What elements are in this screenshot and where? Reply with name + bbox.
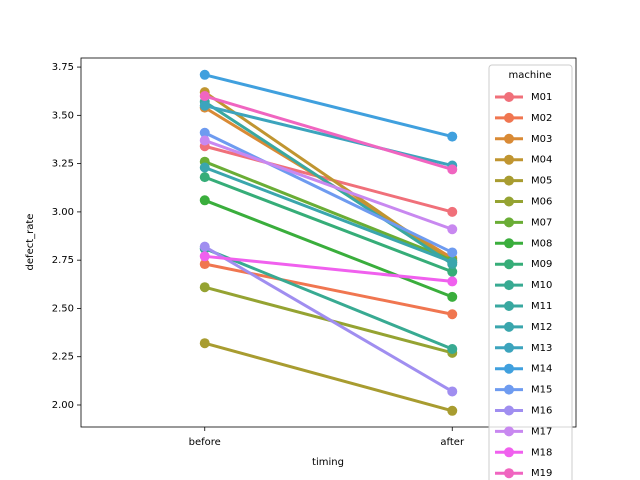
point [447, 343, 458, 354]
series-line [204, 131, 453, 254]
point [447, 291, 458, 302]
point [447, 386, 458, 397]
x-axis-label: timing [312, 457, 344, 468]
series-line [204, 166, 453, 264]
series-line [204, 160, 453, 262]
y-tick-label: 3.50 [52, 110, 74, 121]
series-line [203, 100, 454, 266]
point [199, 338, 210, 349]
point [199, 241, 210, 252]
legend-swatch-marker [504, 259, 514, 270]
y-tick-label: 2.75 [52, 255, 74, 266]
x-tick-label: before [189, 437, 221, 448]
legend-swatch-marker [504, 468, 514, 479]
series-line [204, 198, 453, 299]
legend-swatch-marker [504, 405, 514, 416]
point [447, 206, 458, 217]
legend-swatch-marker [504, 384, 514, 395]
point [447, 247, 458, 258]
legend-label: M19 [531, 468, 552, 479]
series-line [204, 262, 453, 316]
series-line [204, 247, 453, 351]
point [447, 224, 458, 235]
plot-frame [80, 57, 577, 428]
legend-swatch-marker [504, 238, 514, 249]
y-tick-label: 3.25 [52, 159, 74, 170]
legend-swatch-marker [504, 301, 514, 311]
series-line [204, 73, 453, 139]
legend-swatch-marker [504, 133, 514, 144]
legend-swatch-marker [504, 112, 514, 123]
legend-swatch-marker [504, 92, 514, 102]
point [447, 276, 458, 287]
legend-label: M12 [531, 322, 552, 333]
legend-label: M06 [531, 197, 552, 208]
legend-box [488, 64, 573, 480]
legend-label: M10 [531, 280, 552, 291]
legend-label: M18 [531, 447, 552, 458]
point [447, 164, 458, 175]
legend-swatch-marker [504, 363, 514, 374]
legend-label: M02 [531, 113, 552, 124]
legend-swatch-marker [504, 196, 514, 207]
legend-label: M15 [531, 385, 552, 396]
legend-swatch-marker [504, 154, 514, 165]
legend-swatch-marker [504, 175, 514, 186]
y-tick-label: 2.25 [52, 352, 74, 363]
point [199, 135, 210, 146]
point [199, 91, 210, 102]
point [447, 405, 458, 416]
point [199, 69, 210, 80]
legend-swatch-marker [504, 217, 514, 228]
point [447, 266, 458, 277]
legend-label: M07 [531, 217, 552, 228]
legend-swatch-marker [504, 447, 514, 458]
point [199, 251, 210, 262]
series-line [204, 175, 453, 274]
legend-swatch-marker [504, 426, 514, 437]
legend-label: M13 [531, 343, 552, 354]
point [447, 309, 458, 320]
legend-label: M16 [531, 406, 552, 417]
point [447, 131, 458, 142]
y-tick-label: 3.00 [52, 207, 74, 218]
legend-label: M03 [531, 134, 552, 145]
point [199, 195, 210, 206]
y-tick-label: 2.00 [52, 400, 74, 411]
point [447, 257, 458, 268]
point [199, 172, 210, 183]
legend-label: M08 [531, 238, 552, 249]
legend-label: M04 [531, 155, 552, 166]
series-line [203, 245, 454, 393]
y-tick-label: 3.75 [52, 62, 74, 73]
point [199, 259, 210, 270]
legend-title: machine [509, 70, 552, 81]
legend-label: M14 [531, 364, 552, 375]
point [199, 282, 210, 293]
point [199, 100, 210, 111]
legend-label: M01 [531, 92, 552, 103]
legend-label: M09 [531, 259, 552, 270]
series-line [204, 104, 453, 168]
y-axis-label: defect_rate [25, 214, 36, 271]
legend-label: M05 [531, 176, 552, 187]
legend-swatch-marker [504, 321, 514, 332]
series-line [204, 254, 453, 283]
legend-swatch-marker [504, 280, 514, 291]
x-tick-label: after [440, 437, 465, 448]
series-line [204, 139, 453, 231]
series-line [204, 341, 453, 413]
y-tick-label: 2.50 [52, 303, 74, 314]
point [199, 127, 210, 138]
series-line [204, 94, 453, 171]
legend-swatch-marker [504, 342, 514, 353]
point [199, 162, 210, 173]
legend-label: M17 [531, 426, 552, 437]
series-line [204, 144, 453, 214]
legend-label: M11 [531, 301, 552, 312]
